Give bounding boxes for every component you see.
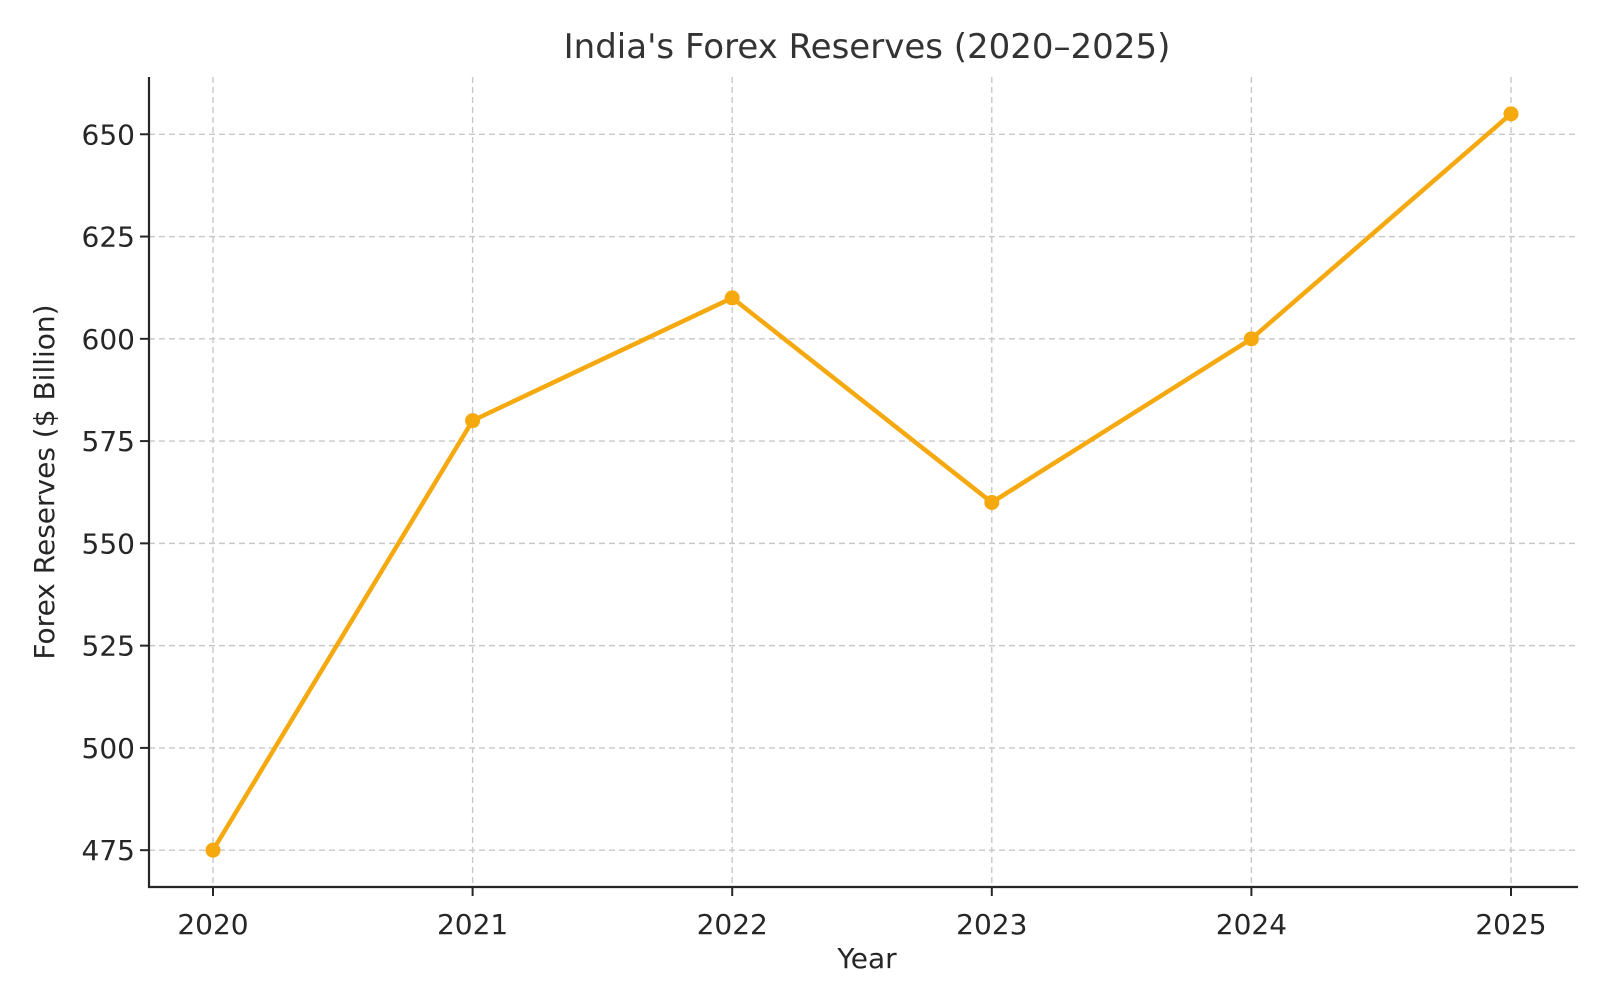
y-tick-label: 550 (82, 527, 135, 560)
data-point (465, 413, 481, 429)
x-tick-label: 2023 (956, 908, 1027, 941)
axes (147, 77, 1578, 889)
data-point (1503, 106, 1519, 122)
x-tick-label: 2022 (697, 908, 768, 941)
x-axis-label: Year (836, 942, 897, 975)
x-tick-label: 2021 (437, 908, 508, 941)
y-tick-label: 600 (82, 323, 135, 356)
y-axis-ticks: 475 500 525 550 575 600 625 650 (82, 118, 149, 867)
x-tick-label: 2020 (177, 908, 248, 941)
data-point (724, 290, 740, 306)
y-tick-label: 525 (82, 630, 135, 663)
y-tick-label: 475 (82, 834, 135, 867)
y-tick-label: 625 (82, 221, 135, 254)
y-tick-label: 650 (82, 118, 135, 151)
y-tick-label: 500 (82, 732, 135, 765)
grid (149, 77, 1578, 887)
series (205, 106, 1519, 858)
x-axis-ticks: 2020 2021 2022 2023 2024 2025 (177, 887, 1547, 941)
x-tick-label: 2025 (1475, 908, 1546, 941)
y-tick-label: 575 (82, 425, 135, 458)
data-point (984, 494, 1000, 510)
data-point (205, 842, 221, 858)
y-axis-label: Forex Reserves ($ Billion) (28, 304, 61, 659)
series-line (210, 111, 1514, 853)
chart-title: India's Forex Reserves (2020–2025) (564, 27, 1171, 67)
x-tick-label: 2024 (1216, 908, 1287, 941)
axis-spines (147, 77, 1578, 889)
data-point (1243, 331, 1259, 347)
